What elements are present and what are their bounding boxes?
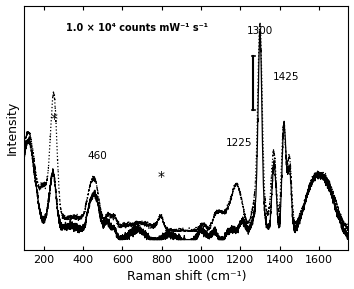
Text: *: * — [51, 112, 57, 126]
X-axis label: Raman shift (cm⁻¹): Raman shift (cm⁻¹) — [126, 271, 246, 284]
Text: 1425: 1425 — [273, 72, 300, 82]
Text: 1225: 1225 — [226, 138, 253, 148]
Text: 1.0 × 10⁴ counts mW⁻¹ s⁻¹: 1.0 × 10⁴ counts mW⁻¹ s⁻¹ — [66, 23, 208, 33]
Text: 1300: 1300 — [247, 26, 273, 36]
Y-axis label: Intensity: Intensity — [6, 101, 18, 155]
Text: *: * — [157, 170, 164, 184]
Text: 460: 460 — [87, 151, 107, 161]
